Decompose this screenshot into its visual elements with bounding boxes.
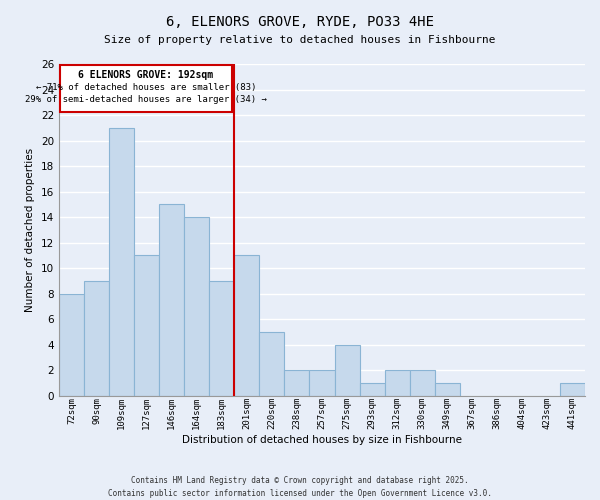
Bar — [109, 128, 134, 396]
Bar — [59, 294, 84, 396]
X-axis label: Distribution of detached houses by size in Fishbourne: Distribution of detached houses by size … — [182, 435, 462, 445]
Bar — [310, 370, 335, 396]
Bar — [159, 204, 184, 396]
Bar — [359, 383, 385, 396]
Bar — [385, 370, 410, 396]
Text: 6, ELENORS GROVE, RYDE, PO33 4HE: 6, ELENORS GROVE, RYDE, PO33 4HE — [166, 15, 434, 29]
Bar — [410, 370, 435, 396]
Bar — [335, 345, 359, 396]
Bar — [560, 383, 585, 396]
Text: Size of property relative to detached houses in Fishbourne: Size of property relative to detached ho… — [104, 35, 496, 45]
Bar — [259, 332, 284, 396]
Y-axis label: Number of detached properties: Number of detached properties — [25, 148, 35, 312]
Text: Contains HM Land Registry data © Crown copyright and database right 2025.
Contai: Contains HM Land Registry data © Crown c… — [108, 476, 492, 498]
Text: 6 ELENORS GROVE: 192sqm: 6 ELENORS GROVE: 192sqm — [79, 70, 214, 81]
Bar — [184, 217, 209, 396]
Bar — [209, 281, 235, 396]
Bar — [284, 370, 310, 396]
FancyBboxPatch shape — [60, 66, 232, 112]
Bar — [84, 281, 109, 396]
Text: 29% of semi-detached houses are larger (34) →: 29% of semi-detached houses are larger (… — [25, 96, 267, 104]
Bar — [134, 256, 159, 396]
Bar — [235, 256, 259, 396]
Bar — [435, 383, 460, 396]
Text: ← 71% of detached houses are smaller (83): ← 71% of detached houses are smaller (83… — [36, 83, 256, 92]
